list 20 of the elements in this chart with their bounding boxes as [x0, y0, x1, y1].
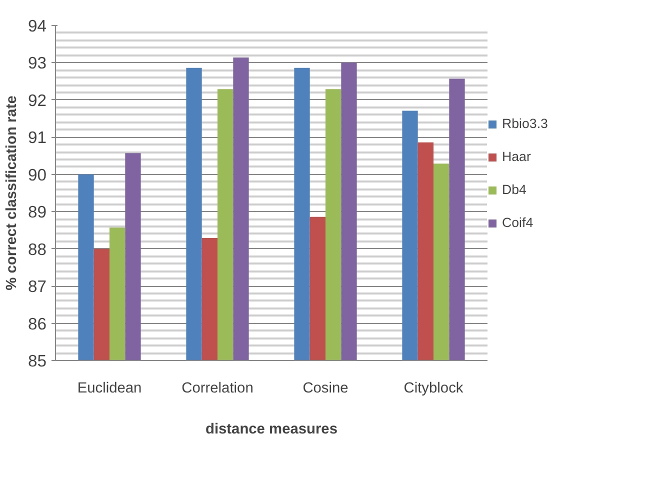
legend-label: Coif4	[502, 215, 534, 230]
y-tick-label: 94	[28, 16, 47, 36]
x-tick-label: Cityblock	[404, 380, 464, 396]
y-tick-label: 88	[28, 240, 47, 259]
y-tick-label: 91	[28, 128, 47, 148]
y-tick-label: 90	[28, 165, 47, 184]
y-axis-title: % correct classification rate	[4, 96, 20, 290]
x-tick-label: Cosine	[302, 380, 348, 396]
y-tick-label: 89	[28, 202, 47, 222]
x-tick-label: Correlation	[182, 380, 254, 396]
y-tick-label: 92	[28, 90, 47, 110]
legend-label: Haar	[502, 149, 531, 164]
legend-label: Rbio3.3	[502, 116, 548, 131]
y-tick-label: 86	[28, 314, 47, 334]
y-tick-label: 93	[28, 54, 47, 73]
x-tick-label: Euclidean	[77, 380, 142, 396]
y-tick-label: 87	[28, 277, 47, 296]
y-tick-label: 85	[28, 352, 47, 370]
legend-label: Db4	[502, 182, 526, 197]
x-axis-title: distance measures	[206, 422, 338, 438]
